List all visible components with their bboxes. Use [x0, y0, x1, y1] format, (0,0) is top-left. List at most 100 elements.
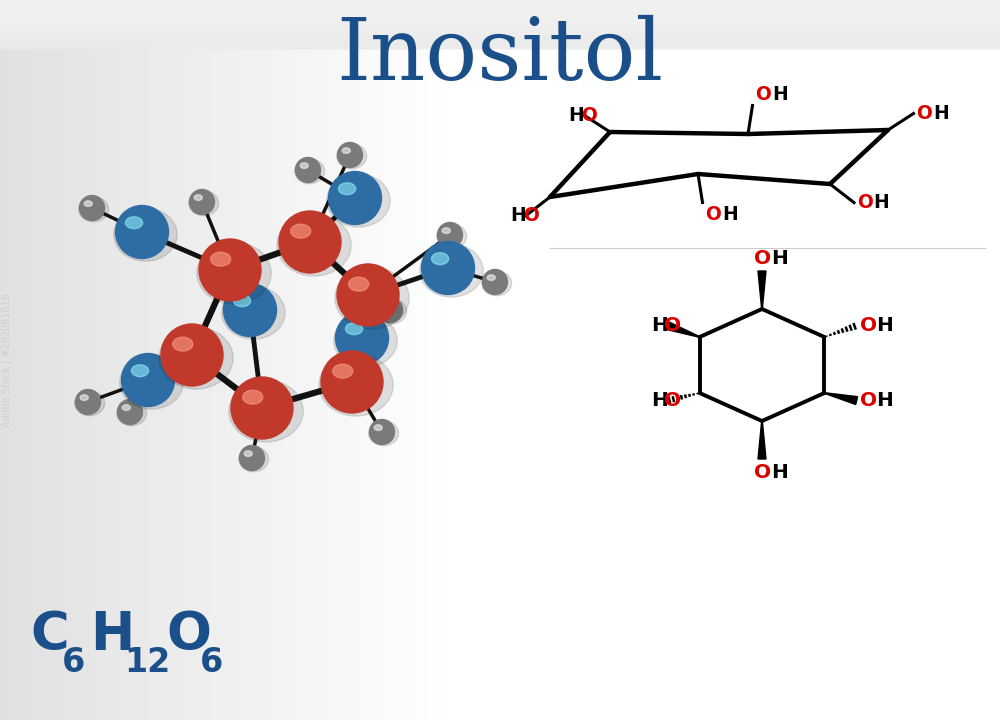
Text: O: O	[706, 204, 721, 223]
Bar	[0, 0, 1000, 13]
Bar	[0, 0, 1000, 25]
Bar	[0, 0, 1000, 12]
Bar	[0, 0, 1000, 50]
Bar	[354, 0, 359, 720]
Bar	[0, 0, 1000, 22]
Bar	[0, 0, 1000, 1]
Text: O: O	[860, 316, 877, 335]
Bar	[402, 0, 407, 720]
Bar	[0, 0, 1000, 9]
Bar	[447, 0, 452, 720]
Bar	[261, 0, 266, 720]
Bar	[174, 0, 179, 720]
Bar	[0, 0, 1000, 30]
Bar	[243, 0, 248, 720]
Bar	[0, 0, 1000, 21]
Text: H: H	[876, 391, 893, 410]
Circle shape	[122, 354, 175, 407]
Bar	[336, 0, 341, 720]
Bar	[0, 0, 1000, 28]
Bar	[0, 0, 1000, 49]
Bar	[0, 0, 1000, 4]
Bar	[150, 0, 155, 720]
Bar	[0, 0, 1000, 22]
Bar	[231, 0, 236, 720]
Bar	[357, 0, 362, 720]
Bar	[72, 0, 77, 720]
Bar	[39, 0, 44, 720]
Circle shape	[438, 222, 462, 248]
Bar	[120, 0, 125, 720]
Bar	[399, 0, 404, 720]
Bar	[0, 0, 1000, 27]
Text: H: H	[933, 104, 949, 123]
Ellipse shape	[319, 354, 393, 416]
Bar	[342, 0, 347, 720]
Bar	[0, 0, 1000, 11]
Bar	[54, 0, 59, 720]
Text: O: O	[860, 391, 877, 410]
Bar	[0, 0, 1000, 7]
Bar	[0, 0, 1000, 29]
Bar	[321, 0, 326, 720]
Ellipse shape	[431, 253, 449, 265]
Bar	[3, 0, 8, 720]
Bar	[0, 0, 1000, 44]
Bar	[273, 0, 278, 720]
Circle shape	[421, 241, 475, 294]
Bar	[180, 0, 185, 720]
Bar	[393, 0, 398, 720]
Bar	[0, 0, 1000, 25]
Ellipse shape	[131, 365, 149, 377]
Bar	[0, 0, 1000, 19]
Bar	[390, 0, 395, 720]
Bar	[0, 0, 1000, 24]
Ellipse shape	[382, 303, 390, 308]
Bar	[204, 0, 209, 720]
Bar	[96, 0, 101, 720]
Bar	[0, 0, 1000, 6]
Bar	[0, 0, 1000, 31]
Bar	[141, 0, 146, 720]
Bar	[0, 0, 1000, 10]
Bar	[0, 0, 1000, 37]
Ellipse shape	[239, 446, 269, 472]
Bar	[426, 0, 431, 720]
Bar	[192, 0, 197, 720]
Ellipse shape	[334, 314, 397, 367]
Text: H: H	[876, 316, 893, 335]
Bar	[183, 0, 188, 720]
Ellipse shape	[345, 323, 363, 335]
Bar	[0, 0, 1000, 2]
Bar	[30, 0, 35, 720]
Ellipse shape	[327, 174, 390, 227]
Ellipse shape	[117, 401, 147, 426]
Bar	[0, 0, 1000, 48]
Bar	[0, 0, 1000, 3]
Bar	[144, 0, 149, 720]
Bar	[0, 0, 1000, 47]
Circle shape	[296, 158, 320, 182]
Ellipse shape	[120, 356, 183, 409]
Bar	[165, 0, 170, 720]
Bar	[363, 0, 368, 720]
Bar	[423, 0, 428, 720]
Text: H: H	[651, 391, 668, 410]
Circle shape	[337, 264, 399, 326]
Bar	[102, 0, 107, 720]
Bar	[195, 0, 200, 720]
Bar	[0, 0, 1000, 12]
Bar	[225, 0, 230, 720]
Bar	[0, 0, 1000, 22]
Text: O: O	[754, 463, 771, 482]
Ellipse shape	[295, 158, 325, 184]
Bar	[366, 0, 371, 720]
Bar	[108, 0, 113, 720]
Bar	[288, 0, 293, 720]
Bar	[0, 0, 1000, 4]
Bar	[0, 0, 1000, 9]
Bar	[0, 0, 1000, 12]
Circle shape	[76, 390, 100, 415]
Bar	[219, 0, 224, 720]
Bar	[0, 0, 1000, 46]
